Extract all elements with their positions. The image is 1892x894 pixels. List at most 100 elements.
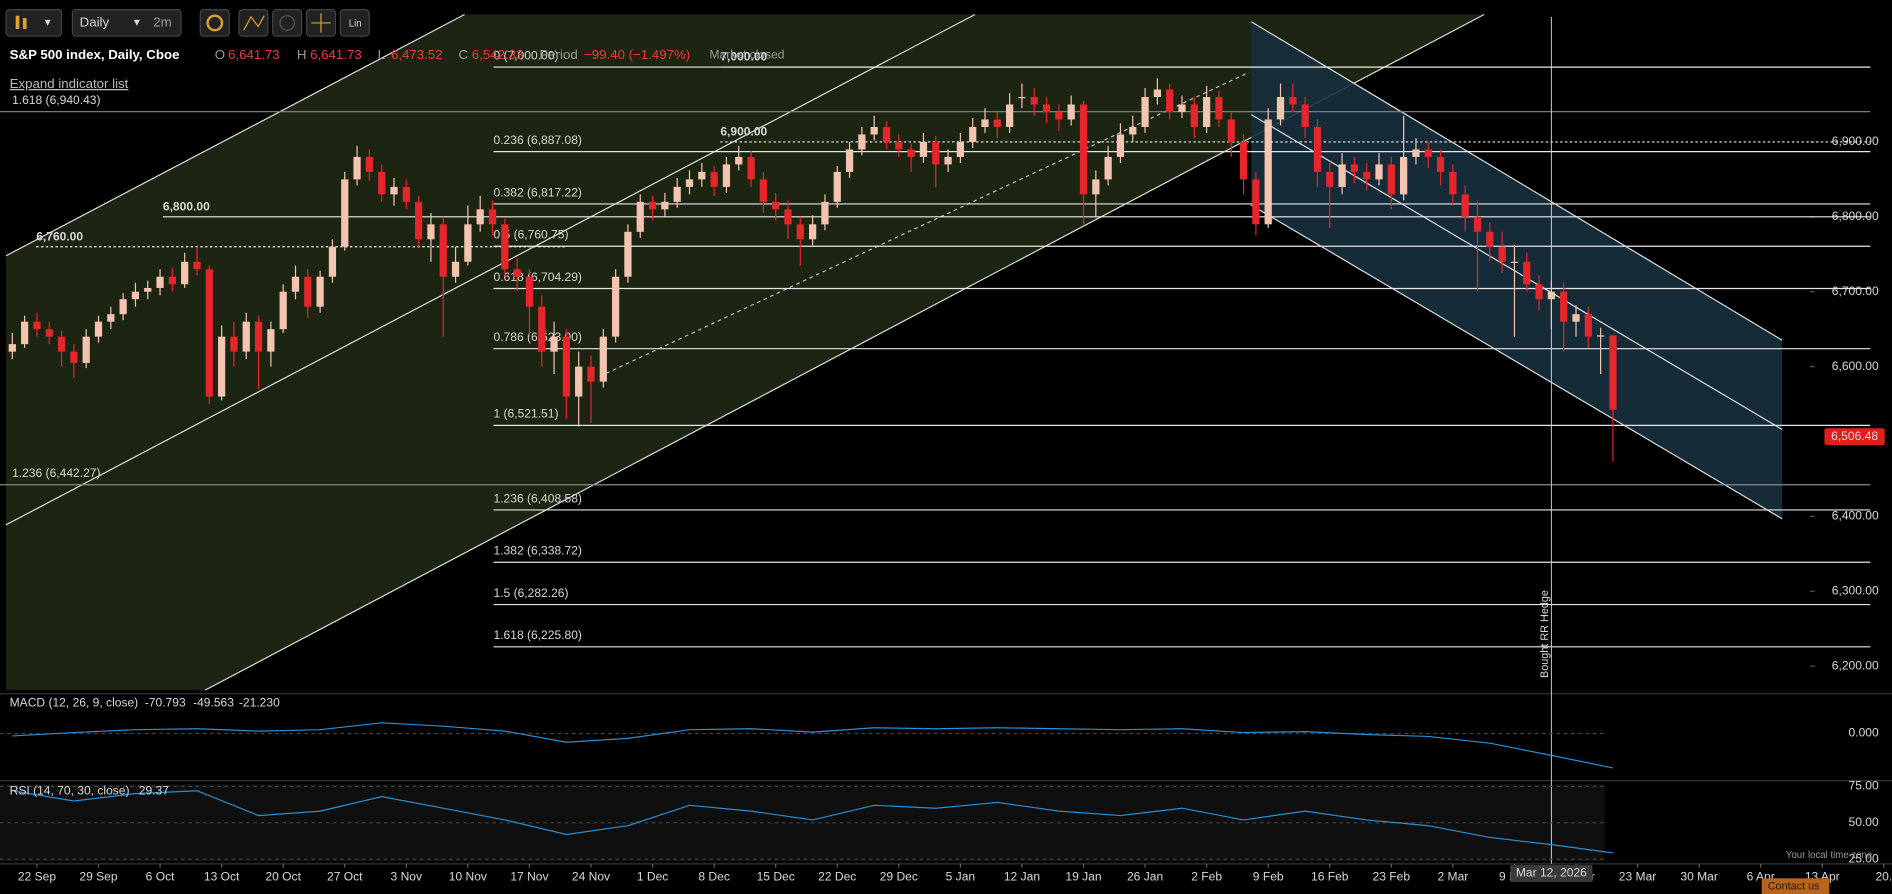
y-tick-label: 0.000 [1849,726,1879,740]
y-tick-label: 6,200.00 [1832,658,1879,672]
x-tick-label: 20. [1875,869,1892,883]
x-tick-label: 23 Mar [1619,869,1657,883]
y-tick-label: 6,600.00 [1832,359,1879,373]
candle-body [1276,97,1285,120]
chart-type-button[interactable] [5,9,63,37]
fib-label: 1 (6,521.51) [494,407,559,421]
interval: Daily [80,14,110,29]
candle-body [402,186,410,202]
candle-body [21,321,29,345]
candle-body [1473,216,1482,232]
fib-label: 0.618 (6,704.29) [494,270,582,284]
x-tick-label: 10 Nov [449,869,487,883]
fib-label: 1.618 (6,225.80) [494,628,582,642]
settings-button[interactable] [199,9,230,37]
candle-body [1461,194,1469,217]
contact-button[interactable] [1761,878,1830,894]
indicator-readout: -21.230 [239,696,280,710]
clock-button[interactable] [272,9,303,37]
open-label: O [215,47,225,62]
candle-body [1055,111,1063,120]
high: 6,641.73 [310,47,362,62]
candle-body [1498,246,1506,262]
y-tick-label: 6,400.00 [1832,509,1879,523]
y-tick-label: 6,800.00 [1832,209,1879,223]
candle-body [784,209,792,225]
icon [15,15,20,29]
x-tick-label: 20 Oct [265,869,301,883]
candle-body [1104,156,1112,180]
candle-body [1412,149,1420,157]
candle-body [1338,164,1346,187]
x-tick-label: 17 Nov [510,869,548,883]
x-tick-label: 2 Feb [1191,869,1222,883]
x-tick-label: 1 Dec [637,869,668,883]
candle-body [1523,261,1531,285]
candle-body [45,329,53,337]
x-tick-label: 26 Jan [1127,869,1163,883]
candle-body [685,179,694,187]
fib-label: 0 (7,000.00) [494,48,559,62]
candle-body [993,119,1001,127]
candle-body [168,276,176,285]
candle-body [981,119,989,127]
candle-body [1560,291,1568,322]
x-tick-label: 22 Sep [18,869,56,883]
candle-body [1067,104,1075,120]
candle-body [944,156,952,165]
last-price-label: 6,506.48 [1831,429,1878,443]
x-tick-label: 29 Dec [880,869,918,883]
price-line-label: 6,800.00 [163,199,210,213]
candle-body [809,224,817,240]
draw-button[interactable] [238,9,269,37]
candle-body [415,201,423,240]
x-tick-label: 15 Dec [757,869,795,883]
candle-body [476,209,484,225]
x-tick-label: 29 Sep [79,869,117,883]
candle-body [759,179,767,202]
candle-body [1092,179,1100,195]
candle-body [304,276,312,307]
cursor-label: Mar 12, 2026 [1516,866,1587,880]
contact-label: Contact us [1768,881,1820,893]
indicator-line [12,722,1614,769]
candle-body [661,201,669,210]
candle-body [94,321,103,337]
candle-body [858,134,866,150]
interval-button[interactable] [71,9,182,37]
candle-body [254,321,263,352]
x-tick-label: 8 Dec [698,869,729,883]
candle-body [193,261,201,270]
candle-body [969,126,977,142]
candle-body [636,201,644,232]
candle-body [1424,149,1432,157]
indicator-line [12,790,1613,854]
dropdown-arrow: ▾ [134,15,140,29]
candle-body [1239,141,1248,180]
candle-body [82,336,90,363]
candle-body [1289,97,1297,105]
candle-body [1535,284,1543,300]
x-tick-label: 13 Oct [204,869,240,883]
x-tick-label: 2 Mar [1437,869,1468,883]
x-tick-label: 6 Oct [146,869,175,883]
low-label: L [378,47,385,62]
candle-body [747,156,755,180]
candle-body [698,171,706,180]
candle-body [1252,179,1260,225]
icon [311,13,331,33]
y-tick-label: 75.00 [1849,779,1879,793]
candle-body [1363,171,1371,180]
y-tick-label: 6,700.00 [1832,284,1879,298]
indicator-readout: -70.793 [145,696,186,710]
price-line-label: 6,760.00 [36,229,83,243]
candle-body [1572,314,1580,322]
expand-indicators[interactable]: Expand indicator list [10,76,129,91]
candle-body [1436,156,1445,172]
fib-label: 0.236 (6,887.08) [494,133,582,147]
candle-body [390,186,398,195]
candle-body [353,156,361,180]
high-label: H [297,47,307,62]
scale-button[interactable] [339,9,370,37]
